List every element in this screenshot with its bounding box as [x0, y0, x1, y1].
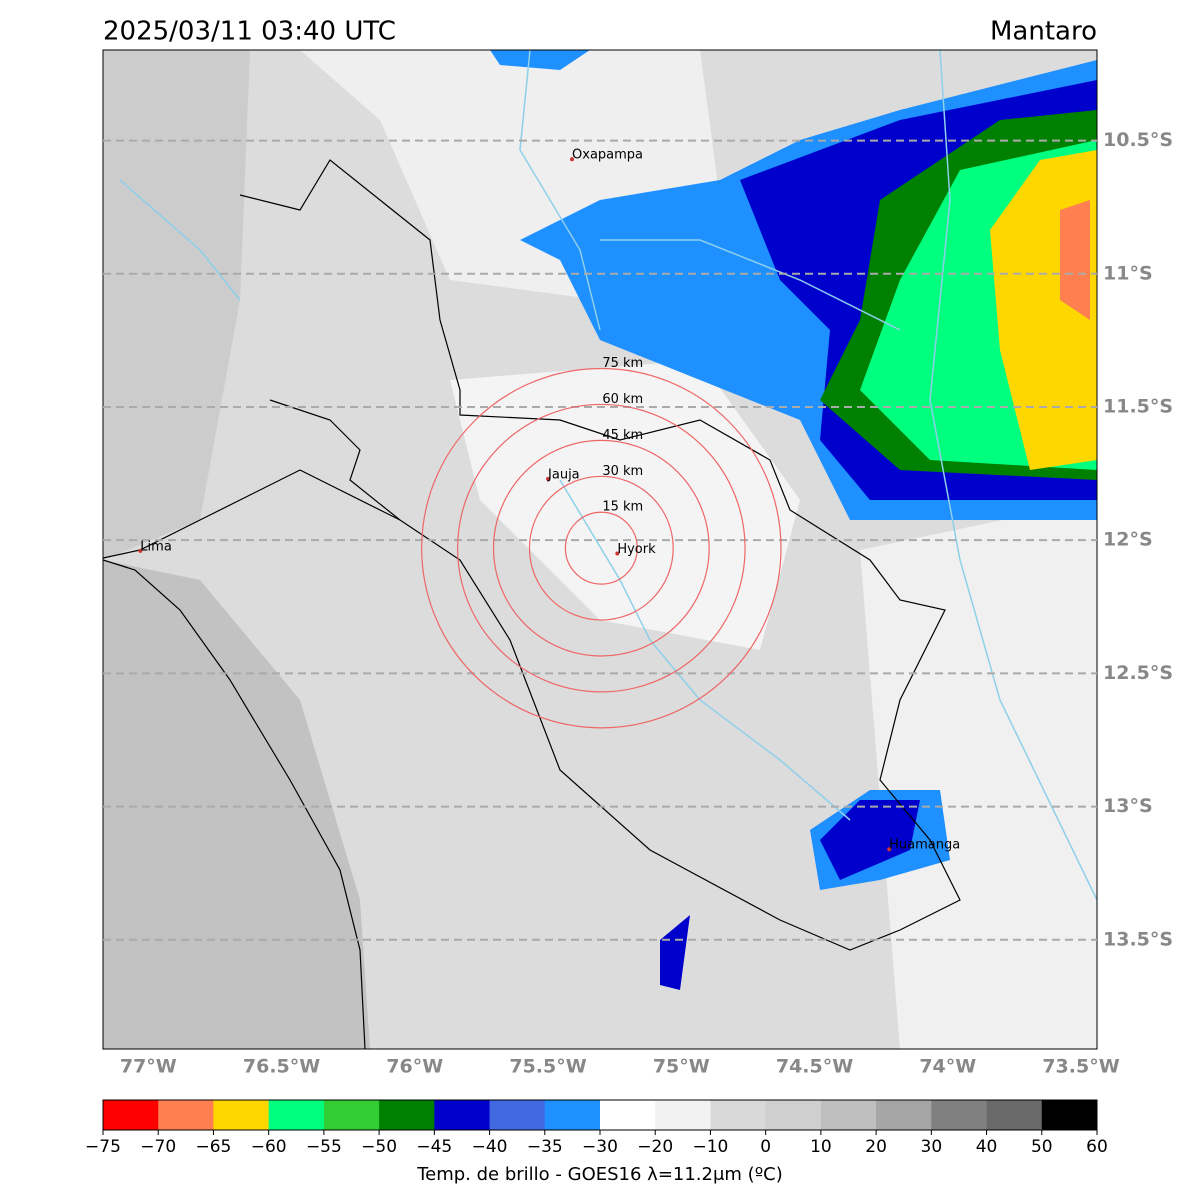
colorbar-tick-label: 10 [810, 1137, 832, 1157]
colorbar-tick-label: 20 [865, 1137, 887, 1157]
colorbar-segment [213, 1100, 270, 1130]
title-left: 2025/03/11 03:40 UTC [103, 17, 396, 47]
place-label: Hyork [617, 542, 656, 557]
range-ring [564, 511, 638, 585]
colorbar-tick-label: −35 [527, 1137, 563, 1157]
lon-tick-label: 75°W [653, 1056, 710, 1078]
colorbar-tick-label: −45 [416, 1137, 452, 1157]
place-label: Huamanga [889, 838, 960, 853]
map-frame [102, 49, 1098, 1050]
ring-label: 30 km [602, 464, 643, 479]
place-marker [138, 548, 143, 553]
colorbar-tick-label: −60 [251, 1137, 287, 1157]
lon-tick-label: 74.5°W [776, 1056, 853, 1078]
colorbar-segment [765, 1100, 822, 1130]
lon-tick-label: 74°W [919, 1056, 976, 1078]
lon-tick-label: 73.5°W [1042, 1056, 1119, 1078]
lat-tick-label: 12°S [1103, 529, 1153, 551]
place-marker [615, 551, 620, 556]
colorbar-segment [489, 1100, 546, 1130]
ring-label: 45 km [602, 428, 643, 443]
colorbar-segment [544, 1100, 601, 1130]
lat-tick-label: 11.5°S [1103, 395, 1173, 417]
colorbar-segment [1041, 1100, 1098, 1130]
place-label: Lima [140, 539, 171, 554]
lon-tick-label: 76.5°W [243, 1056, 320, 1078]
colorbar-tick-label: 40 [976, 1137, 998, 1157]
colorbar-tick-label: 60 [1086, 1137, 1108, 1157]
lon-tick-label: 75.5°W [509, 1056, 586, 1078]
lat-tick-label: 13°S [1103, 795, 1153, 817]
colorbar-segment [158, 1100, 214, 1130]
colorbar-segment [710, 1100, 767, 1130]
lon-tick-label: 76°W [386, 1056, 443, 1078]
map-imagery [103, 50, 1097, 1049]
ring-label: 15 km [602, 500, 643, 515]
colorbar-tick-label: −70 [140, 1137, 176, 1157]
colorbar-segment [600, 1100, 656, 1130]
lat-tick-label: 10.5°S [1103, 129, 1173, 151]
range-ring [421, 367, 782, 729]
place-label: Jauja [547, 467, 580, 482]
place-marker [546, 476, 551, 481]
range-ring [456, 403, 746, 693]
colorbar-tick-label: 0 [760, 1137, 771, 1157]
place-marker [570, 157, 575, 162]
colorbar-segment [103, 1100, 159, 1130]
colorbar-segment [820, 1100, 877, 1130]
colorbar-tick-label: 30 [921, 1137, 943, 1157]
lat-tick-label: 13.5°S [1103, 928, 1173, 950]
colorbar-segment [434, 1100, 491, 1130]
colorbar-segment [986, 1100, 1043, 1130]
lat-tick-label: 12.5°S [1103, 662, 1173, 684]
place-marker [887, 847, 892, 852]
range-ring [492, 439, 710, 657]
lat-tick-label: 11°S [1103, 262, 1153, 284]
colorbar-segment [655, 1100, 711, 1130]
place-label: Oxapampa [572, 148, 643, 163]
colorbar-tick-label: −30 [582, 1137, 618, 1157]
colorbar-segment [379, 1100, 435, 1130]
colorbar-segment [931, 1100, 988, 1130]
ring-label: 60 km [602, 392, 643, 407]
range-ring [528, 475, 674, 621]
colorbar-segment [323, 1100, 380, 1130]
colorbar-tick-label: −65 [195, 1137, 231, 1157]
colorbar-segment [876, 1100, 932, 1130]
colorbar-tick-label: −75 [85, 1137, 121, 1157]
colorbar-tick-label: −50 [361, 1137, 397, 1157]
colorbar-tick-label: −55 [306, 1137, 342, 1157]
lon-tick-label: 77°W [120, 1056, 177, 1078]
colorbar-label: Temp. de brillo - GOES16 λ=11.2μm (ºC) [416, 1164, 783, 1185]
colorbar-tick-label: −40 [472, 1137, 508, 1157]
ring-label: 75 km [602, 356, 643, 371]
colorbar-tick-label: −10 [692, 1137, 728, 1157]
colorbar-tick-label: 50 [1031, 1137, 1053, 1157]
colorbar-tick-label: −20 [637, 1137, 673, 1157]
title-right: Mantaro [990, 17, 1097, 47]
colorbar-segment [268, 1100, 325, 1130]
